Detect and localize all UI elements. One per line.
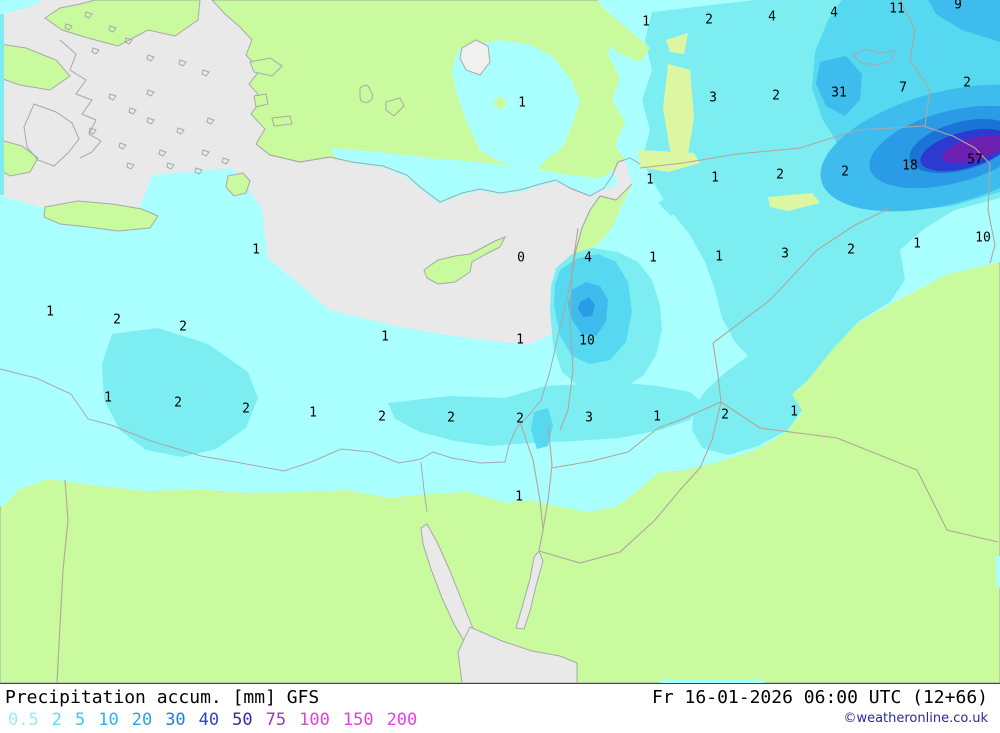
- legend-value: 20: [131, 710, 153, 730]
- legend-value: 75: [265, 710, 287, 730]
- legend-value: 40: [198, 710, 220, 730]
- copyright-link[interactable]: ©weatheronline.co.uk: [843, 711, 988, 726]
- legend-value: 30: [165, 710, 186, 730]
- country-borders: [56, 0, 999, 683]
- coastlines: [0, 11, 896, 513]
- islands: [43, 57, 507, 285]
- legend-value: 0.5: [8, 710, 39, 730]
- precipitation-fields: [0, 0, 1000, 683]
- legend-value: 10: [98, 710, 119, 730]
- legend-value: 100: [299, 710, 330, 730]
- legend-value: 5: [74, 710, 86, 730]
- legend-value: 50: [232, 710, 253, 730]
- map-image: [0, 0, 1000, 683]
- legend-scale: 0.5 2 5 10 20 30 40 50 75 100 150 200: [8, 710, 417, 730]
- legend-value: 150: [342, 710, 374, 730]
- inland-water: [420, 39, 578, 683]
- map-title: Precipitation accum. [mm] GFS: [5, 687, 320, 708]
- precipitation-map: 2 4 4 11 9 1 1 3 2 31 7 2 1 1 2 2 18 57 1 0 4 1 1 3 2 1 10 1 2 2 1 1 10 1…: [0, 0, 1000, 683]
- forecast-datetime: Fr 16-01-2026 06:00 UTC (12+66): [652, 687, 988, 708]
- legend-value: 2: [51, 710, 62, 730]
- legend-value: 200: [386, 710, 418, 730]
- footer: Precipitation accum. [mm] GFS 0.5 2 5 10 20 3…: [0, 683, 1000, 733]
